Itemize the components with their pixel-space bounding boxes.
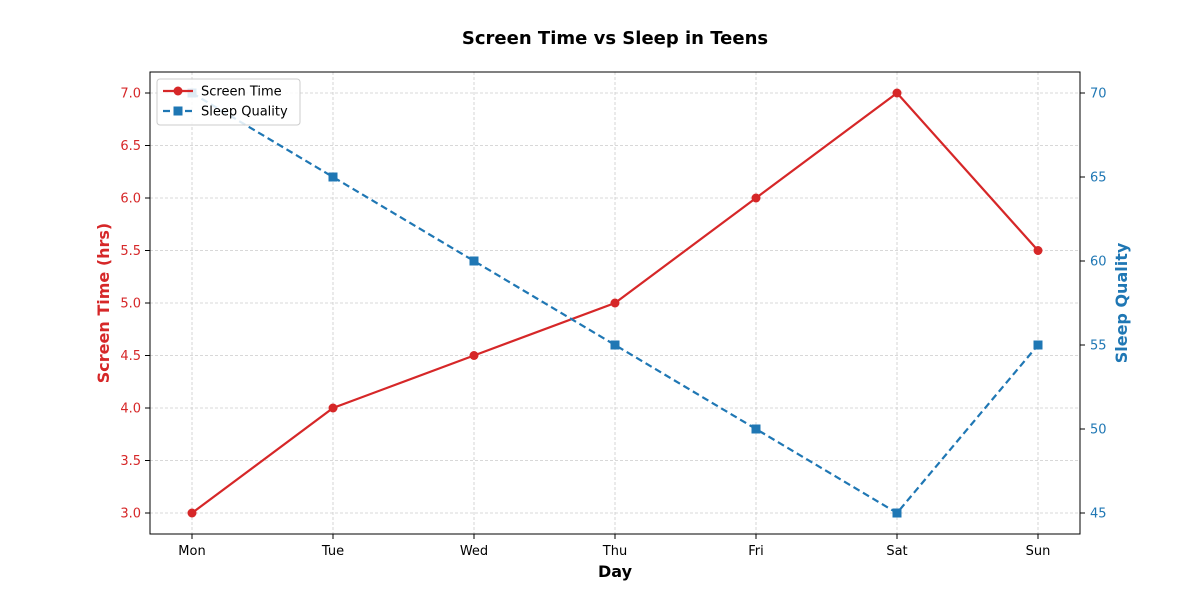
grid xyxy=(150,72,1080,534)
sleep-quality-point xyxy=(1033,340,1043,350)
screen-time-point xyxy=(1033,246,1043,255)
x-tick-label: Tue xyxy=(321,544,344,559)
right-y-tick-label: 55 xyxy=(1090,339,1107,354)
left-y-tick-label: 6.0 xyxy=(120,192,141,207)
screen-time-point xyxy=(328,403,338,413)
series-layer xyxy=(187,88,1043,518)
legend-sleep-quality-marker xyxy=(173,106,183,116)
left-y-tick-label: 3.0 xyxy=(120,507,141,522)
sleep-quality-point xyxy=(610,340,620,350)
sleep-quality-point xyxy=(469,256,479,266)
left-y-axis-label: Screen Time (hrs) xyxy=(94,223,113,383)
screen-time-point xyxy=(751,193,761,203)
legend-sleep-quality-label: Sleep Quality xyxy=(201,105,288,120)
x-tick-label: Sun xyxy=(1026,544,1051,559)
legend-screen-time-marker xyxy=(173,86,183,96)
right-y-tick-label: 45 xyxy=(1090,507,1107,522)
sleep-quality-point xyxy=(751,424,761,434)
right-y-tick-label: 60 xyxy=(1090,255,1107,270)
x-tick-label: Sat xyxy=(886,544,907,559)
chart-title: Screen Time vs Sleep in Teens xyxy=(462,28,768,49)
x-axis: Mon Tue Wed Thu Fri Sat Sun xyxy=(178,534,1050,559)
left-y-tick-label: 5.0 xyxy=(120,297,141,312)
left-y-tick-label: 4.5 xyxy=(120,349,141,364)
left-y-tick-label: 7.0 xyxy=(120,87,141,102)
screen-time-point xyxy=(469,351,479,360)
left-y-axis: 3.0 3.5 4.0 4.5 5.0 5.5 6.0 6.5 7.0 xyxy=(120,87,150,522)
right-y-tick-label: 65 xyxy=(1090,171,1107,186)
screen-time-point xyxy=(187,508,197,518)
legend: Screen Time Sleep Quality xyxy=(156,78,301,126)
sleep-quality-point xyxy=(328,172,338,182)
right-y-tick-label: 70 xyxy=(1090,87,1107,102)
x-tick-label: Wed xyxy=(460,544,488,559)
left-y-tick-label: 6.5 xyxy=(120,139,141,154)
x-axis-label: Day xyxy=(598,562,633,581)
right-y-tick-label: 50 xyxy=(1090,423,1107,438)
x-tick-label: Thu xyxy=(602,544,627,559)
right-y-axis: 45 50 55 60 65 70 xyxy=(1080,87,1107,522)
left-y-tick-label: 3.5 xyxy=(120,454,141,469)
screen-time-point xyxy=(892,88,902,98)
sleep-quality-point xyxy=(892,508,902,518)
screen-time-point xyxy=(610,298,620,308)
x-tick-label: Fri xyxy=(748,544,764,559)
right-y-axis-label: Sleep Quality xyxy=(1112,242,1131,363)
legend-screen-time-label: Screen Time xyxy=(201,85,282,100)
x-tick-label: Mon xyxy=(178,544,205,559)
left-y-tick-label: 4.0 xyxy=(120,402,141,417)
left-y-tick-label: 5.5 xyxy=(120,244,141,259)
